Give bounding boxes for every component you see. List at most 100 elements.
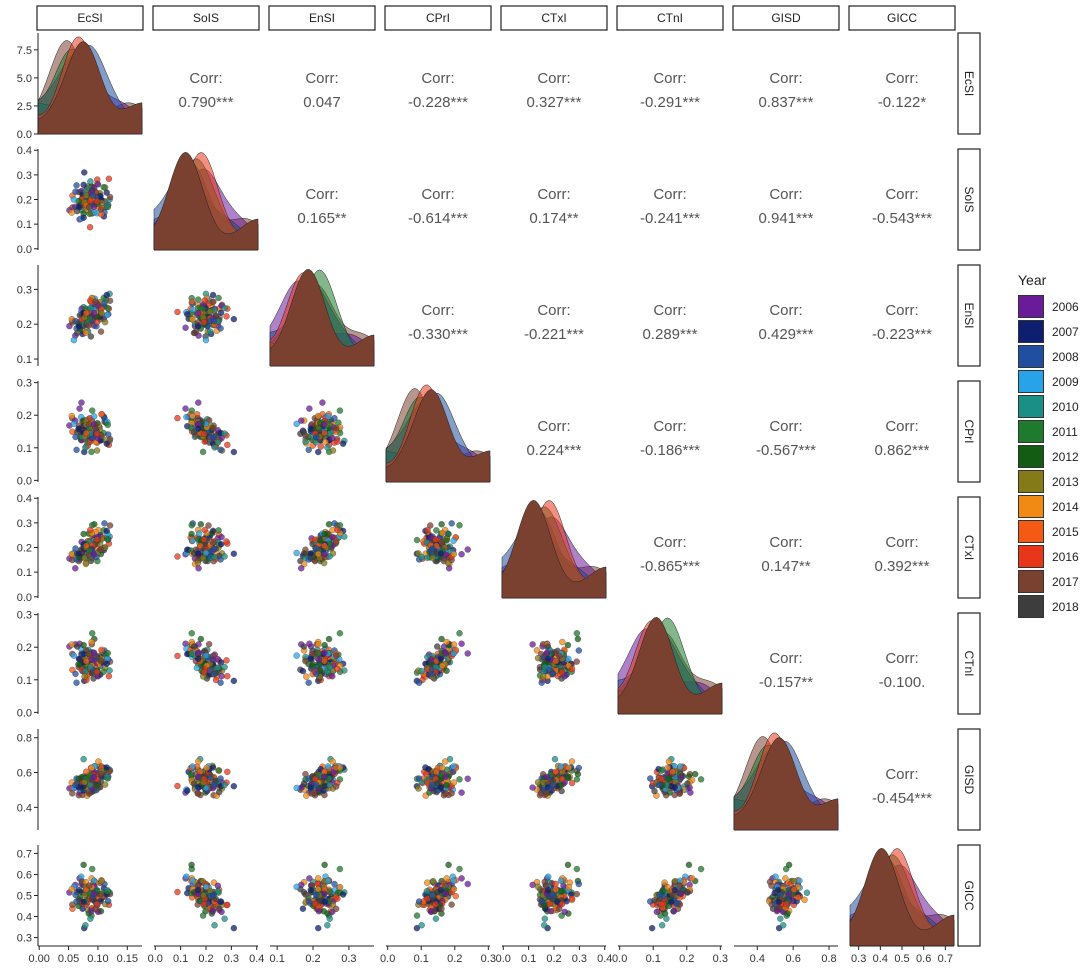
scatter-point <box>221 781 228 789</box>
scatter-point <box>785 890 792 897</box>
scatter-point <box>195 296 202 303</box>
scatter-point <box>315 925 322 932</box>
scatter-point <box>671 878 679 885</box>
scatter-point <box>211 922 218 929</box>
scatter-point <box>293 549 300 557</box>
scatter-point <box>438 635 445 643</box>
scatter-point <box>300 889 308 896</box>
scatter-point <box>190 429 198 436</box>
scatter-point <box>224 768 231 776</box>
corr-label: Corr: <box>537 418 570 435</box>
scatter-point <box>547 908 555 915</box>
scatter-point <box>667 898 675 905</box>
scatter-point <box>103 291 110 299</box>
corr-label: Corr: <box>885 534 918 551</box>
scatter-point <box>76 405 83 412</box>
scatter-point <box>307 886 314 894</box>
legend-item: 2012 <box>1018 444 1084 469</box>
scatter-point <box>104 203 111 211</box>
scatter-point <box>568 895 576 902</box>
scatter-point <box>801 896 808 903</box>
scatter-point <box>214 664 222 671</box>
scatter-point <box>75 323 83 330</box>
scatter-point <box>307 784 314 791</box>
scatter-point <box>97 328 105 335</box>
scatter-point <box>195 784 202 791</box>
scatter-point <box>217 541 225 548</box>
scatter-point <box>658 900 665 908</box>
scatter-point <box>311 900 319 908</box>
scatter-point <box>308 790 316 797</box>
legend-item: 2014 <box>1018 494 1084 519</box>
scatter-point <box>298 417 305 424</box>
scatter-point <box>557 763 565 770</box>
scatter-point <box>302 658 309 665</box>
scatter-point <box>324 922 331 929</box>
density-curve <box>37 41 143 135</box>
scatter-point <box>331 520 338 527</box>
scatter-point <box>195 399 202 406</box>
scatter-point <box>210 424 217 432</box>
scatter-point <box>418 553 425 561</box>
scatter-point <box>697 776 705 783</box>
x-tick-label: 0.05 <box>58 953 79 965</box>
row-strip <box>957 32 981 135</box>
scatter-point <box>81 891 88 899</box>
scatter-point <box>324 877 332 884</box>
corr-label: Corr: <box>769 186 802 203</box>
scatter-point <box>670 908 678 915</box>
corr-label: Corr: <box>421 186 454 203</box>
corr-value: 0.837*** <box>758 94 813 111</box>
scatter-point <box>203 764 210 771</box>
scatter-point <box>775 898 783 905</box>
scatter-point <box>90 413 98 420</box>
legend-label: 2013 <box>1052 474 1079 489</box>
scatter-point <box>300 550 308 557</box>
scatter-point <box>93 198 101 205</box>
scatter-point <box>573 630 581 637</box>
legend-swatch <box>1018 495 1044 518</box>
scatter-point <box>184 311 191 318</box>
legend-item: 2017 <box>1018 569 1084 594</box>
legend-label: 2018 <box>1052 599 1079 614</box>
scatter-point <box>90 551 98 558</box>
scatter-point <box>336 884 344 891</box>
scatter-point <box>100 184 107 191</box>
scatter-point <box>89 407 96 414</box>
x-tick-label: 0.3 <box>481 953 496 965</box>
scatter-point <box>321 421 328 428</box>
corr-value: 0.327*** <box>526 94 581 111</box>
scatter-point <box>568 758 576 765</box>
column-strip-label: CPrI <box>426 11 450 25</box>
scatter-point <box>210 539 217 546</box>
x-tick-label: 0.0 <box>496 953 511 965</box>
y-tick-label: 0.5 <box>17 891 32 903</box>
scatter-point <box>458 551 465 558</box>
scatter-point <box>671 886 678 894</box>
scatter-point <box>90 203 98 211</box>
scatter-point <box>445 861 452 869</box>
y-tick-label: 0.1 <box>17 354 32 366</box>
scatter-point <box>174 782 181 790</box>
scatter-point <box>541 663 548 671</box>
y-tick-label: 0.1 <box>17 443 32 455</box>
scatter-point <box>72 433 79 441</box>
corr-value: -0.330*** <box>408 326 468 343</box>
corr-label: Corr: <box>885 186 918 203</box>
y-tick-label: 7.5 <box>17 45 32 57</box>
scatter-point <box>195 323 202 330</box>
scatter-point <box>333 539 340 546</box>
scatter-point <box>190 643 198 650</box>
scatter-point <box>218 533 225 541</box>
corr-value: -0.567*** <box>756 442 816 459</box>
x-tick-label: 0.3 <box>851 953 866 965</box>
scatter-point <box>82 329 90 337</box>
scatter-point <box>552 768 559 775</box>
corr-label: Corr: <box>885 650 918 667</box>
scatter-point <box>87 663 94 671</box>
scatter-point <box>574 635 582 643</box>
scatter-point <box>541 915 548 922</box>
scatter-point <box>215 767 222 774</box>
scatter-point <box>195 530 203 537</box>
y-tick-label: 0.3 <box>17 284 32 296</box>
